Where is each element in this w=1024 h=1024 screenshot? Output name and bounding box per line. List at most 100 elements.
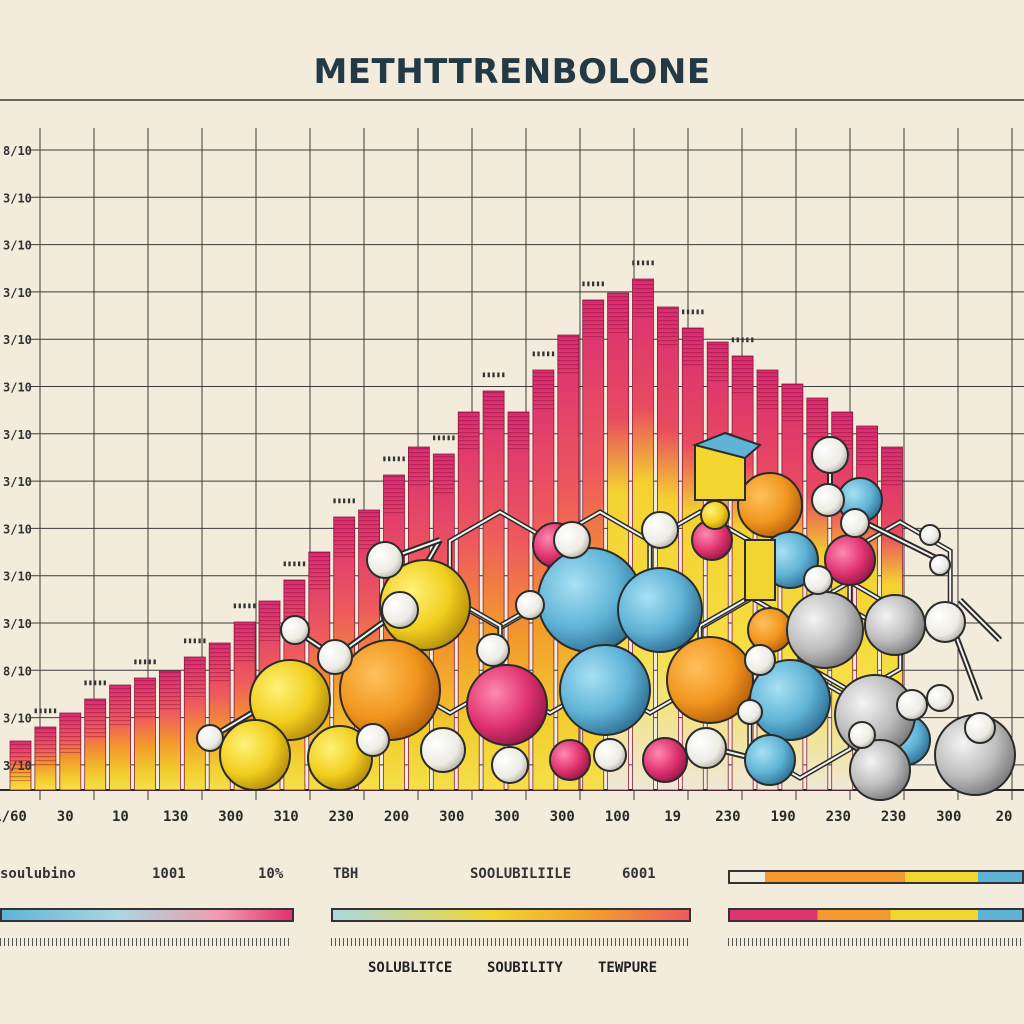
legend-ticks-left	[0, 938, 290, 946]
y-tick-label: 3/10	[3, 191, 32, 205]
y-tick-label: 3/10	[3, 522, 32, 536]
y-tick-label: 3/10	[3, 712, 32, 726]
bar-cap-stripes	[134, 678, 156, 718]
footer-label-2: SOUBILITY	[487, 960, 563, 976]
cube-top	[691, 431, 762, 460]
bar-cap-stripes	[308, 552, 330, 592]
bar-cap-stripes	[234, 622, 256, 662]
bar-cap-stripes	[433, 454, 455, 494]
atom-sphere	[666, 636, 754, 724]
x-tick-label: 230	[881, 809, 906, 825]
atom-sphere	[864, 594, 926, 656]
bar-cap-stripes	[383, 475, 405, 515]
atom-sphere	[317, 639, 353, 675]
atom-sphere	[491, 746, 529, 784]
bar-label-scribble: ▮▮▮▮▮	[183, 636, 207, 645]
bar-cap-stripes	[333, 517, 355, 557]
x-tick-label: 230	[715, 809, 740, 825]
x-tick-label: 200	[384, 809, 409, 825]
bond-highlight	[959, 599, 1001, 641]
legend-ticks-right	[728, 938, 1024, 946]
x-tick-label: 310	[273, 809, 298, 825]
x-tick-label: 230	[329, 809, 354, 825]
atom-sphere	[803, 565, 833, 595]
atom-sphere	[926, 684, 954, 712]
x-tick-label: 300	[494, 809, 519, 825]
bar-cap-stripes	[259, 601, 280, 641]
atom-sphere	[744, 734, 796, 786]
x-tick-labels: 1/60 30 10 130 300 310 230 200 300 300 300 100 19 230…	[0, 809, 1012, 825]
x-tick-label: 100	[605, 809, 630, 825]
x-tick-label: 20	[996, 809, 1013, 825]
atom-sphere	[924, 601, 966, 643]
atom-sphere	[617, 567, 703, 653]
atom-sphere	[196, 724, 224, 752]
bar-cap-stripes	[781, 384, 803, 424]
atom-sphere	[466, 664, 548, 746]
atom-sphere	[744, 644, 776, 676]
atom-sphere	[553, 521, 591, 559]
bar-cap-stripes	[408, 447, 430, 487]
footer-label-1: SOLUBLITCE	[368, 960, 453, 976]
atom-sphere	[896, 689, 928, 721]
atom-sphere	[840, 508, 870, 538]
legend-left-label: soulubino	[0, 866, 76, 882]
bar-label-scribble: ▮▮▮▮▮	[282, 559, 306, 568]
x-tick-label: 300	[550, 809, 575, 825]
x-tick-label: 10	[112, 809, 129, 825]
bar-label-scribble: ▮▮▮▮▮	[382, 454, 406, 463]
x-tick-label: 30	[57, 809, 74, 825]
atom-sphere	[549, 739, 591, 781]
legend-bar-left	[0, 908, 294, 922]
y-tick-label: 3/10	[3, 239, 32, 253]
atom-sphere	[642, 737, 688, 783]
y-tick-label: 3/10	[3, 617, 32, 631]
bar-cap-stripes	[109, 685, 131, 725]
bar-cap-stripes	[806, 398, 828, 438]
y-tick-label: 8/10	[3, 144, 32, 158]
bar-cap-stripes	[209, 643, 231, 683]
chart-title: METHTTRENBOLONE	[313, 52, 711, 92]
atom-sphere	[280, 615, 310, 645]
atom-sphere	[381, 591, 419, 629]
bar-label-scribble: ▮▮▮▮▮	[731, 335, 755, 344]
atom-sphere	[700, 500, 730, 530]
bar-cap-stripes	[881, 447, 903, 487]
bar-cap-stripes	[483, 391, 505, 431]
bar-cap-stripes	[283, 580, 305, 620]
atom-sphere	[249, 659, 331, 741]
x-tick-label: 300	[439, 809, 464, 825]
bar-label-scribble: ▮▮▮▮▮	[332, 496, 356, 505]
bar-cap-stripes	[184, 657, 206, 697]
y-tick-label: 3/10	[3, 428, 32, 442]
bar-cap-stripes	[607, 293, 629, 333]
bar-cap-stripes	[34, 727, 56, 767]
atom-sphere	[685, 727, 727, 769]
atom-sphere	[515, 590, 545, 620]
atom-sphere	[219, 719, 291, 791]
bar-label-scribble: ▮▮▮▮▮	[133, 657, 157, 666]
bar-cap-stripes	[84, 699, 106, 739]
x-tick-label: 1/60	[0, 809, 27, 825]
x-tick-label: 19	[664, 809, 681, 825]
y-tick-label: 3/10	[3, 333, 32, 347]
bar-cap-stripes	[682, 328, 704, 368]
bar-cap-stripes	[458, 412, 480, 452]
bar-cap-stripes	[532, 370, 554, 410]
legend-bar-mid	[331, 908, 691, 922]
atom-sphere	[356, 723, 390, 757]
x-tick-label: 230	[826, 809, 851, 825]
y-tick-label: 8/10	[3, 664, 32, 678]
bar-cap-stripes	[10, 741, 31, 781]
bar-label-scribble: ▮▮▮▮▮	[531, 349, 555, 358]
x-tick-label: 130	[163, 809, 188, 825]
bar-label-scribble: ▮▮▮▮▮	[233, 601, 257, 610]
bar-label-scribble: ▮▮▮▮▮	[482, 370, 506, 379]
legend-left-value-2: 10%	[258, 866, 284, 882]
bar-cap-stripes	[59, 713, 81, 753]
bar-label-scribble: ▮▮▮▮▮	[83, 678, 107, 687]
y-tick-label: 3/10	[3, 570, 32, 584]
legend-ticks-mid	[331, 938, 691, 946]
atom-sphere	[559, 644, 651, 736]
